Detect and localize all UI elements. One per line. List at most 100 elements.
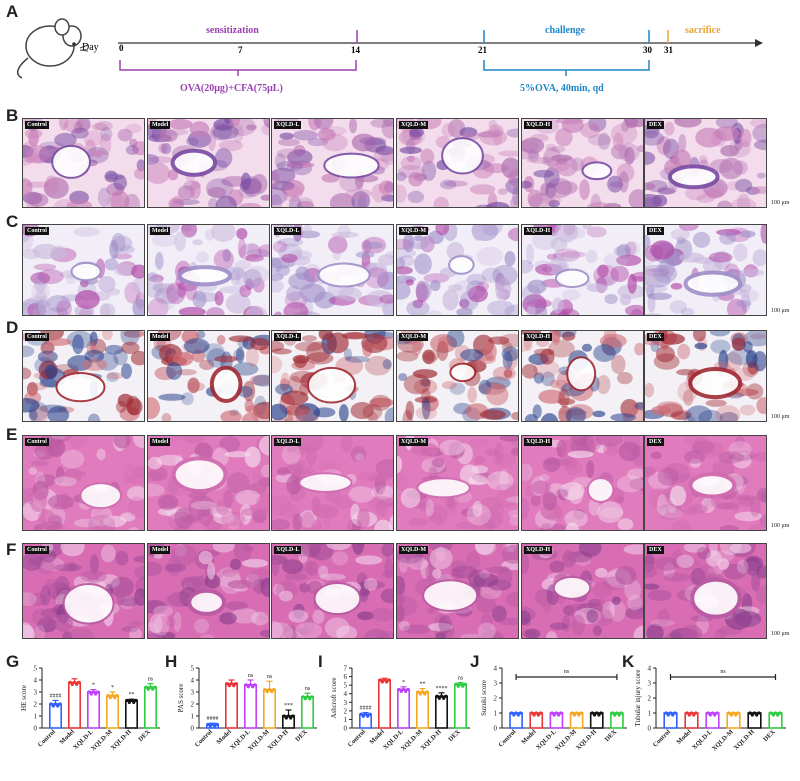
y-tick-label: 3 <box>191 689 195 697</box>
data-point <box>552 713 556 717</box>
significance-label: ns <box>458 676 464 682</box>
data-point <box>110 694 115 698</box>
tissue-texture <box>23 436 144 530</box>
bar-dex <box>610 712 624 729</box>
data-point <box>619 711 623 715</box>
data-point <box>734 713 738 717</box>
tile-c-model: Model <box>147 224 270 316</box>
y-tick-label: 0 <box>648 725 652 733</box>
tissue-texture <box>148 119 269 207</box>
category-label: DEX <box>762 728 777 743</box>
bar-model <box>684 712 699 729</box>
data-point <box>731 711 736 715</box>
scale-bar-label: 100 μm <box>771 308 790 314</box>
tile-label: XQLD-H <box>524 227 552 235</box>
data-point <box>727 711 731 715</box>
data-point <box>613 713 617 717</box>
tile-c-xqld-l: XQLD-L <box>271 224 394 316</box>
challenge-dose: 5%OVA, 40min, qd <box>520 83 604 94</box>
data-point <box>225 682 229 686</box>
data-point <box>284 716 288 720</box>
data-point <box>248 683 253 687</box>
data-point <box>291 714 295 718</box>
category-label: Model <box>520 728 538 746</box>
scale-bar-label: 100 μm <box>771 414 790 420</box>
data-point <box>599 711 603 715</box>
tile-label: XQLD-L <box>274 227 302 235</box>
category-label: Control <box>37 728 57 748</box>
data-point <box>129 698 134 702</box>
tile-b-xqld-l: XQLD-L <box>271 118 394 208</box>
data-point <box>387 678 391 682</box>
timeline-diagram: Day 0 7 14 21 30 31 sensitization challe… <box>17 18 763 94</box>
y-tick-label: 3 <box>34 689 38 697</box>
y-tick-label: 1 <box>191 713 195 721</box>
chart-k: 0 1 2 3 4 Tubular injury score Control Model XQL… <box>634 665 786 753</box>
tissue-texture <box>645 119 766 207</box>
category-label: Control <box>497 728 517 748</box>
tile-label: XQLD-M <box>399 333 428 341</box>
bar-xqld-h <box>282 715 296 729</box>
bar-xqld-l <box>705 712 720 729</box>
panel-letter-i: I <box>318 652 323 671</box>
y-axis-label: Ashcroft score <box>330 677 338 718</box>
tile-d-model: Model <box>147 330 270 422</box>
tissue-texture <box>397 436 518 530</box>
category-label: XQLD-H <box>733 728 756 751</box>
tick-31: 31 <box>664 45 674 55</box>
scale-bar-label: 100 μm <box>771 200 790 206</box>
data-point <box>308 697 312 701</box>
data-point <box>755 713 759 717</box>
data-point <box>251 685 255 689</box>
y-axis-label: Tubular injury score <box>634 670 642 727</box>
data-point <box>750 713 754 717</box>
tile-label: Control <box>25 333 49 341</box>
tissue-texture <box>397 225 518 315</box>
data-point <box>461 684 465 688</box>
data-point <box>420 690 425 694</box>
data-point <box>592 713 597 717</box>
panel-letter-k: K <box>622 652 635 671</box>
data-point <box>458 682 463 686</box>
significance-label: * <box>111 685 114 691</box>
bar-xqld-l <box>549 712 564 729</box>
significance-label: #### <box>360 706 372 712</box>
data-point <box>416 690 420 694</box>
data-point <box>234 682 238 686</box>
data-point <box>435 694 439 698</box>
data-point <box>539 711 543 715</box>
tissue-texture <box>397 331 518 421</box>
data-point <box>534 711 538 715</box>
data-point <box>778 711 782 715</box>
data-point <box>305 695 310 699</box>
tile-label: DEX <box>647 227 664 235</box>
tile-b-xqld-m: XQLD-M <box>396 118 519 208</box>
data-point <box>572 713 576 717</box>
data-point <box>286 714 291 718</box>
tile-d-xqld-h: XQLD-H <box>521 330 644 422</box>
data-point <box>113 696 117 700</box>
tile-label: XQLD-M <box>399 546 428 554</box>
bar-xqld-l <box>397 688 411 729</box>
tissue-texture <box>522 331 643 421</box>
bar-dex <box>454 683 468 729</box>
data-point <box>282 714 286 718</box>
tile-label: Control <box>25 546 49 554</box>
data-point <box>227 684 231 688</box>
data-point <box>423 692 427 696</box>
bracket-label: ns <box>564 669 570 675</box>
tile-d-control: Control <box>22 330 145 422</box>
data-point <box>456 684 460 688</box>
y-tick-label: 4 <box>344 690 348 698</box>
tile-d-xqld-m: XQLD-M <box>396 330 519 422</box>
data-point <box>267 688 272 692</box>
data-point <box>87 690 91 694</box>
data-point <box>366 714 370 718</box>
data-point <box>595 711 599 715</box>
tissue-texture <box>272 331 393 421</box>
y-tick-label: 4 <box>648 665 652 673</box>
data-point <box>70 682 74 686</box>
tile-e-model: Model <box>147 435 270 531</box>
